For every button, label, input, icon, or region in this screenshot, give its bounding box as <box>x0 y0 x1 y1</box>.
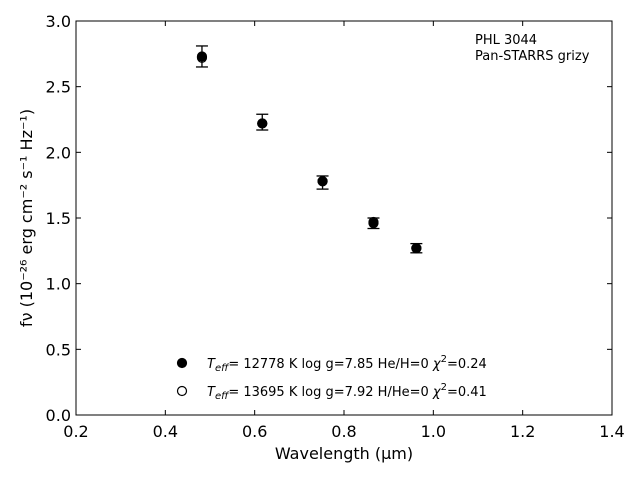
point-open <box>317 176 328 187</box>
legend-2-text: = 13695 K log g=7.92 H/He=0 <box>228 385 433 400</box>
x-tick-label: 1.0 <box>421 422 446 441</box>
legend-marker-open <box>176 385 188 397</box>
point-open <box>196 52 208 63</box>
legend-marker-filled <box>176 357 188 369</box>
point-open <box>368 216 379 228</box>
x-axis: 0.2 0.4 0.6 0.8 1.0 1.2 1.4 <box>63 21 625 441</box>
legend-1-text: = 12778 K log g=7.85 He/H=0 <box>228 357 433 372</box>
x-tick-label: 0.6 <box>242 422 267 441</box>
x-tick-label: 1.4 <box>599 422 624 441</box>
y-tick-label: 2.0 <box>46 143 71 162</box>
y-tick-label: 1.5 <box>46 209 71 228</box>
y-tick-label: 0.0 <box>46 406 71 425</box>
legend-1-chi-sup: 2 <box>441 354 447 365</box>
plot-frame <box>75 20 613 416</box>
point-open <box>411 243 422 254</box>
x-axis-label: Wavelength (μm) <box>275 444 413 463</box>
legend-1-chi: χ <box>432 357 442 372</box>
legend-1-teff-sub: eff <box>215 363 230 374</box>
error-bars <box>195 45 423 254</box>
legend-1-chi-value: =0.24 <box>447 357 487 372</box>
x-tick-label: 0.8 <box>331 422 356 441</box>
y-tick-label: 1.0 <box>46 275 71 294</box>
legend-2-chi: χ <box>432 385 442 400</box>
legend-2-chi-value: =0.41 <box>447 385 487 400</box>
legend-2-teff-sub: eff <box>215 391 230 402</box>
legend-2-chi-sup: 2 <box>441 382 447 393</box>
point-open <box>257 118 268 129</box>
x-tick-label: 1.2 <box>510 422 535 441</box>
y-axis-label: fν (10⁻²⁶ erg cm⁻² s⁻¹ Hz⁻¹) <box>17 109 36 327</box>
data-points <box>196 51 422 254</box>
annotation-survey: Pan-STARRS grizy <box>475 49 590 64</box>
x-tick-label: 0.4 <box>153 422 178 441</box>
legend-1-teff: T <box>207 357 216 372</box>
annotation-star-name: PHL 3044 <box>475 33 537 48</box>
legend-entry-2: Teff= 13695 K log g=7.92 H/He=0 χ2=0.41 <box>207 382 487 402</box>
y-axis: 0.0 0.5 1.0 1.5 2.0 2.5 3.0 <box>46 12 612 425</box>
legend-entry-1: Teff= 12778 K log g=7.85 He/H=0 χ2=0.24 <box>207 354 487 374</box>
x-tick-label: 0.2 <box>63 422 88 441</box>
y-tick-label: 0.5 <box>46 340 71 359</box>
y-tick-label: 2.5 <box>46 78 71 97</box>
legend: Teff= 12778 K log g=7.85 He/H=0 χ2=0.24 … <box>176 354 487 402</box>
y-tick-label: 3.0 <box>46 12 71 31</box>
legend-2-teff: T <box>207 385 216 400</box>
